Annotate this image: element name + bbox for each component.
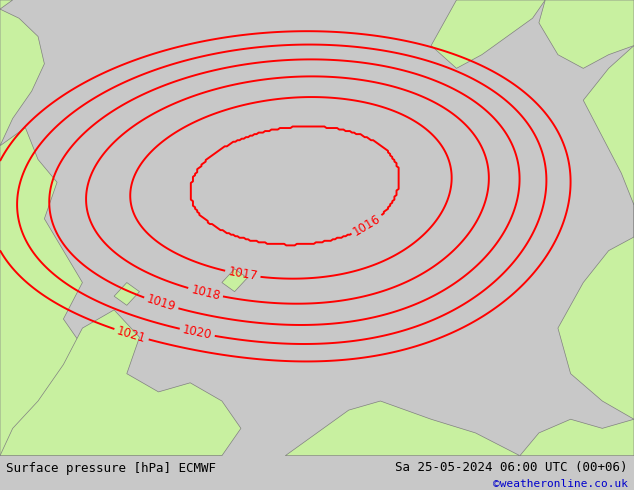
- Polygon shape: [222, 269, 247, 292]
- Text: 1021: 1021: [115, 324, 148, 345]
- Text: 1018: 1018: [190, 283, 221, 302]
- Polygon shape: [285, 401, 520, 456]
- Polygon shape: [520, 419, 634, 456]
- Polygon shape: [0, 310, 241, 456]
- Text: 1016: 1016: [351, 212, 383, 239]
- Polygon shape: [0, 9, 44, 146]
- Text: Surface pressure [hPa] ECMWF: Surface pressure [hPa] ECMWF: [6, 462, 216, 475]
- Polygon shape: [558, 237, 634, 419]
- Text: 1017: 1017: [227, 266, 259, 283]
- Polygon shape: [539, 0, 634, 69]
- Text: 1019: 1019: [145, 293, 178, 314]
- Text: ©weatheronline.co.uk: ©weatheronline.co.uk: [493, 479, 628, 489]
- Polygon shape: [431, 0, 545, 69]
- Text: Sa 25-05-2024 06:00 UTC (00+06): Sa 25-05-2024 06:00 UTC (00+06): [395, 461, 628, 474]
- Polygon shape: [114, 283, 139, 305]
- Text: 1020: 1020: [181, 323, 213, 342]
- Polygon shape: [0, 127, 222, 456]
- Polygon shape: [583, 46, 634, 419]
- Polygon shape: [0, 0, 13, 9]
